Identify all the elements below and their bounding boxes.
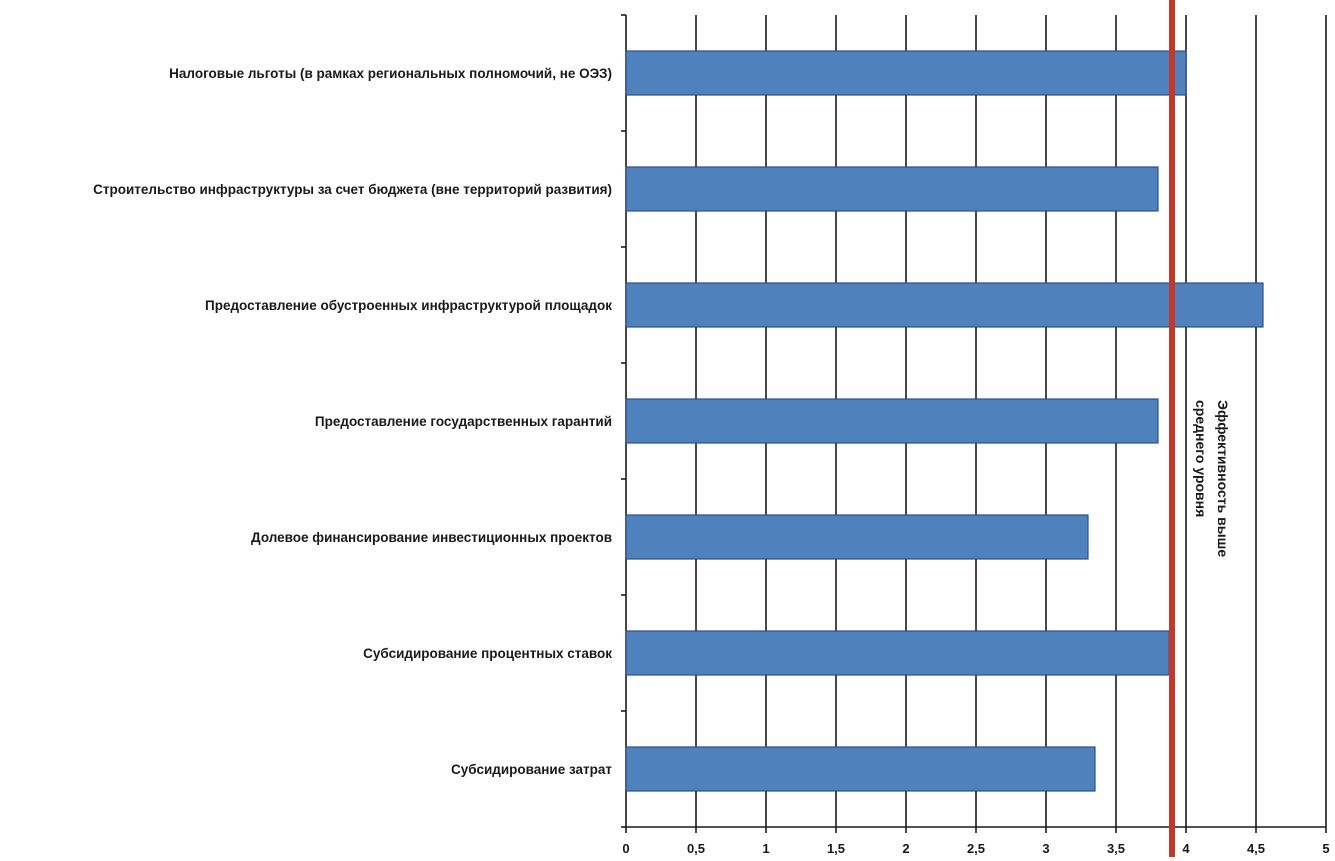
bar bbox=[625, 398, 1159, 444]
x-tick-label: 3 bbox=[1042, 841, 1049, 856]
x-tick-label: 3,5 bbox=[1107, 841, 1125, 856]
reference-label-line: среднего уровня bbox=[1193, 400, 1209, 517]
x-tick-label: 0,5 bbox=[687, 841, 705, 856]
category-labels: Налоговые льготы (в рамках региональных … bbox=[93, 66, 612, 777]
x-tick-label: 2,5 bbox=[967, 841, 985, 856]
x-tick-label: 5 bbox=[1322, 841, 1329, 856]
bar bbox=[625, 514, 1089, 560]
bar bbox=[625, 630, 1170, 676]
category-label: Субсидирование затрат bbox=[451, 762, 612, 777]
category-label: Предоставление обустроенных инфраструкту… bbox=[205, 298, 612, 313]
x-tick-labels: 0 0,5 1 1,5 2 2,5 3 3,5 4 4,5 5 bbox=[622, 841, 1329, 856]
bar bbox=[625, 166, 1159, 212]
category-label: Строительство инфраструктуры за счет бюд… bbox=[93, 182, 612, 197]
bars-layer bbox=[625, 50, 1264, 792]
x-tick-label: 4 bbox=[1182, 841, 1190, 856]
category-label: Предоставление государственных гарантий bbox=[315, 414, 612, 429]
x-tick-label: 2 bbox=[902, 841, 909, 856]
reference-line-label: Эффективность выше среднего уровня bbox=[1193, 400, 1231, 557]
x-tick-label: 1,5 bbox=[827, 841, 845, 856]
x-tick-label: 4,5 bbox=[1247, 841, 1265, 856]
x-tick-label: 1 bbox=[762, 841, 769, 856]
reference-label-line: Эффективность выше bbox=[1215, 400, 1231, 557]
x-tick-label: 0 bbox=[622, 841, 629, 856]
bar bbox=[625, 50, 1187, 96]
reference-line-group: Эффективность выше среднего уровня bbox=[1169, 0, 1231, 857]
category-label: Субсидирование процентных ставок bbox=[363, 646, 612, 661]
bar bbox=[625, 282, 1264, 328]
category-label: Налоговые льготы (в рамках региональных … bbox=[169, 66, 612, 81]
bar bbox=[625, 746, 1096, 792]
category-label: Долевое финансирование инвестиционных пр… bbox=[251, 530, 612, 545]
